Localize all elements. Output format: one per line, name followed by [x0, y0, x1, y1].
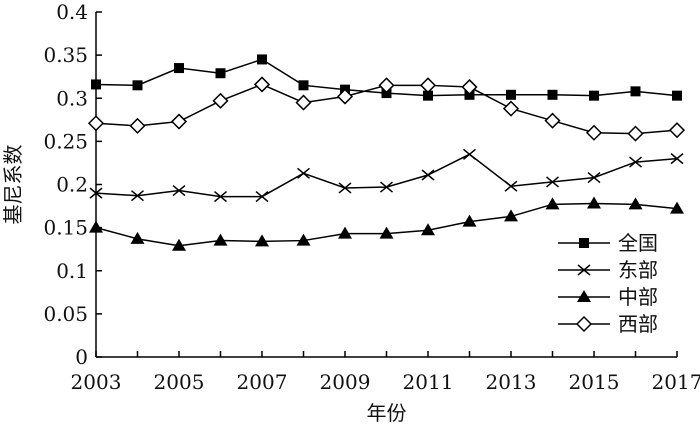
data-point — [257, 54, 267, 65]
x-tick-label: 2003 — [71, 370, 122, 394]
data-point — [336, 88, 354, 105]
data-point — [296, 233, 311, 246]
data-point — [462, 214, 477, 227]
legend-marker — [577, 290, 591, 302]
data-point — [672, 90, 682, 101]
data-point — [547, 89, 558, 100]
y-tick-label: 0.25 — [43, 129, 88, 153]
y-axis-title: 基尼系数 — [1, 145, 25, 225]
y-tick-label: 0.4 — [56, 0, 88, 24]
data-point — [423, 90, 433, 101]
x-tick-label: 2005 — [154, 370, 205, 394]
x-tick-label: 2009 — [320, 370, 371, 394]
data-point — [172, 238, 186, 251]
data-point — [461, 78, 478, 96]
data-point — [504, 209, 518, 222]
data-point — [338, 226, 352, 239]
y-tick-label: 0.2 — [56, 173, 88, 197]
data-point — [215, 68, 226, 79]
data-point — [670, 201, 684, 214]
data-point — [253, 76, 271, 93]
x-tick-label: 2017 — [652, 370, 700, 394]
legend-marker — [577, 264, 591, 276]
data-point — [506, 89, 516, 100]
data-point — [172, 184, 186, 197]
y-tick-label: 0.05 — [43, 302, 88, 326]
data-point — [630, 86, 641, 97]
x-tick-label: 2013 — [486, 370, 537, 394]
data-point — [546, 176, 559, 188]
y-tick-label: 0.35 — [43, 43, 88, 67]
data-point — [668, 122, 686, 139]
data-point — [338, 182, 352, 194]
data-point — [174, 63, 184, 74]
data-point — [544, 112, 561, 129]
y-tick-label: 0.15 — [43, 216, 88, 240]
data-point — [295, 94, 312, 111]
series-line — [95, 153, 678, 198]
legend-label: 西部 — [618, 312, 658, 336]
data-point — [627, 125, 644, 142]
x-tick-label: 2015 — [569, 370, 620, 394]
data-point — [255, 234, 269, 247]
data-point — [89, 220, 103, 233]
data-point — [585, 124, 603, 141]
x-ticks: 2003 2005 2007 2009 2011 2013 2015 2017 — [71, 351, 700, 394]
data-point — [132, 80, 143, 91]
data-point — [628, 197, 643, 210]
data-point — [89, 187, 103, 199]
data-point — [421, 169, 435, 181]
y-tick-label: 0 — [75, 345, 88, 369]
series-layer — [87, 54, 686, 251]
data-point — [214, 190, 227, 203]
x-tick-label: 2011 — [403, 370, 454, 394]
data-point — [504, 180, 518, 192]
data-point — [587, 172, 601, 184]
data-point — [130, 231, 145, 244]
data-point — [589, 90, 599, 101]
data-point — [255, 190, 269, 203]
legend-label: 东部 — [618, 258, 658, 282]
data-point — [131, 190, 144, 202]
data-point — [629, 156, 642, 168]
series-4 — [87, 76, 686, 142]
data-point — [463, 148, 476, 160]
series-line — [95, 202, 678, 247]
legend-marker — [575, 315, 593, 333]
legend-label: 中部 — [618, 285, 658, 309]
data-point — [91, 79, 101, 90]
data-point — [587, 196, 601, 209]
data-point — [213, 233, 228, 246]
data-point — [379, 226, 394, 239]
legend-item: 全国 — [558, 231, 658, 255]
y-tick-label: 0.1 — [56, 259, 88, 283]
y-tick-label: 0.3 — [56, 86, 88, 110]
data-point — [170, 113, 188, 130]
data-point — [421, 223, 435, 236]
legend-item: 东部 — [558, 258, 658, 282]
data-point — [297, 167, 310, 179]
legend-marker — [579, 238, 589, 248]
y-ticks: 0 0.05 0.1 0.15 0.2 0.25 0.3 0.35 0.4 — [43, 0, 102, 369]
data-point — [502, 100, 520, 117]
x-axis-title: 年份 — [367, 401, 407, 425]
series-3 — [89, 196, 684, 251]
data-point — [419, 77, 437, 94]
legend-item: 西部 — [558, 312, 658, 336]
x-tick-label: 2007 — [237, 370, 288, 394]
data-point — [545, 197, 560, 210]
data-point — [298, 80, 309, 91]
legend-label: 全国 — [618, 231, 658, 255]
series-2 — [89, 148, 684, 203]
data-point — [378, 77, 395, 94]
data-point — [670, 153, 684, 165]
data-point — [87, 115, 105, 132]
data-point — [380, 181, 393, 193]
data-point — [212, 92, 229, 109]
legend-item: 中部 — [558, 285, 658, 309]
data-point — [129, 117, 146, 134]
